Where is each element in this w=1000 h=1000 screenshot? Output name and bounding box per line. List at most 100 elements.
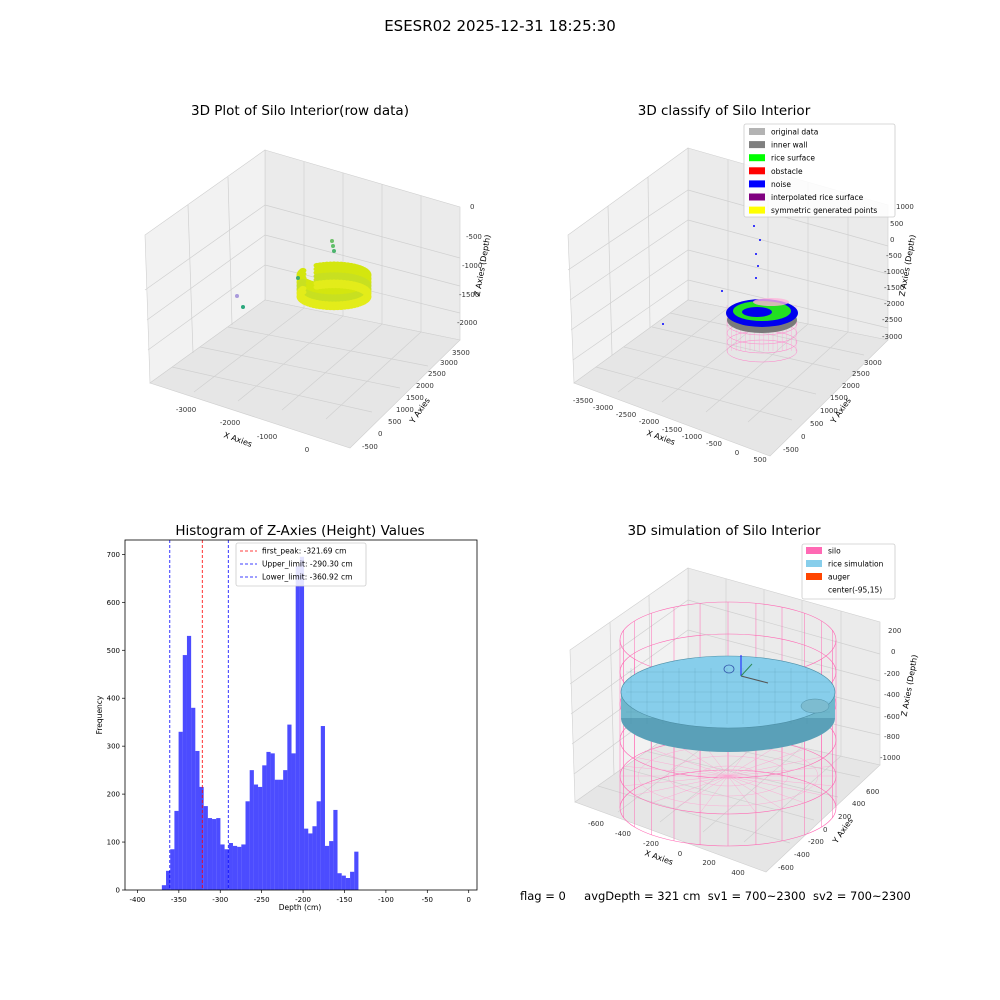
- z-tick-label: 0: [890, 236, 894, 244]
- legend-swatch: [806, 586, 822, 593]
- noise-point: [662, 323, 664, 325]
- y-tick-label: 1500: [406, 394, 424, 402]
- histogram-x-tick-label: -400: [129, 896, 145, 904]
- z-tick-label: -2000: [884, 300, 904, 308]
- raw-y-tick-labels: -500 0 500 1000 1500 2000 2500 3000 3500: [362, 349, 470, 451]
- point: [299, 275, 307, 281]
- histogram-bar: [253, 784, 259, 890]
- histogram-bar: [291, 753, 296, 890]
- histogram-bar: [241, 844, 246, 890]
- rice-simulation-surface: [620, 655, 836, 752]
- histogram-x-ticks: -400 -350 -300 -250 -200 -150 -100 -50 0: [129, 890, 471, 904]
- z-tick-label: -400: [884, 691, 900, 699]
- point: [299, 289, 307, 295]
- point: [299, 278, 307, 284]
- point: [331, 244, 335, 248]
- y-tick-label: 500: [388, 418, 401, 426]
- simulation-x-tick-labels: -600 -400 -200 0 200 400: [588, 820, 745, 877]
- legend-label: rice surface: [771, 154, 815, 163]
- x-tick-label: -3000: [593, 404, 613, 412]
- x-tick-label: -1000: [257, 433, 277, 441]
- x-tick-label: -3000: [176, 406, 196, 414]
- z-tick-label: -1500: [459, 291, 479, 299]
- center-axis-y: [740, 663, 753, 677]
- histogram-bar: [186, 635, 192, 890]
- simulation-z-axis-label: Z Axies (Depth): [900, 654, 920, 717]
- z-tick-label: -1000: [880, 754, 900, 762]
- legend-label: Lower_limit: -360.92 cm: [262, 573, 352, 582]
- x-tick-label: 0: [678, 850, 682, 858]
- x-tick-label: 500: [753, 456, 766, 464]
- legend-swatch: [749, 128, 765, 135]
- histogram-bar: [195, 750, 200, 890]
- silo-floor-spoke: [699, 775, 729, 813]
- z-tick-label: -600: [884, 713, 900, 721]
- raw-floor-pane: [149, 299, 461, 449]
- histogram-y-ticks: 0 100 200 300 400 500 600 700: [107, 551, 125, 895]
- raw-plot-title: 3D Plot of Silo Interior(row data): [191, 103, 409, 119]
- histogram-bar: [274, 779, 279, 890]
- silo-floor-spoke: [727, 775, 805, 804]
- raw-z-tick-labels: 0 -500 -1000 -1500 -2000: [457, 203, 482, 327]
- histogram-axes-frame: [124, 539, 478, 891]
- noise-point: [755, 253, 757, 255]
- noise-patch: [742, 307, 772, 317]
- classify-y-tick-labels: -500 0 500 1000 1500 2000 2500 3000: [783, 359, 882, 454]
- rice-bump: [800, 698, 830, 714]
- classify-point-cloud: [662, 225, 798, 363]
- point: [296, 276, 300, 280]
- legend-label: original data: [771, 128, 818, 137]
- legend-label: center(-95,15): [828, 586, 882, 595]
- y-tick-label: -500: [783, 446, 799, 454]
- legend-label: inner wall: [771, 141, 808, 150]
- histogram-bar: [220, 844, 225, 890]
- y-tick-label: 3000: [440, 359, 458, 367]
- y-tick-label: 600: [866, 788, 879, 796]
- z-tick-label: -500: [886, 252, 902, 260]
- histogram-bar: [295, 566, 300, 890]
- status-footer: flag = 0 avgDepth = 321 cm sv1 = 700~230…: [520, 889, 911, 903]
- histogram-bar: [320, 726, 325, 890]
- z-tick-label: 0: [891, 648, 895, 656]
- histogram-y-tick-label: 700: [107, 551, 120, 559]
- raw-3d-plot: -3000 -2000 -1000 0 X Axies -500 0 500 1…: [144, 149, 492, 454]
- noise-point: [755, 277, 757, 279]
- silo-floor-ring: [667, 755, 789, 797]
- legend-swatch: [749, 206, 765, 214]
- auger-hole: [723, 664, 735, 674]
- histogram-bar: [308, 833, 313, 890]
- histogram-bar: [212, 819, 217, 890]
- histogram-bar: [345, 878, 351, 890]
- histogram-y-tick-label: 500: [107, 647, 120, 655]
- histogram-bar: [283, 770, 288, 890]
- figure-title: ESESR02 2025-12-31 18:25:30: [384, 17, 616, 35]
- silo-floor-spoke: [651, 748, 729, 777]
- y-tick-label: 1000: [820, 407, 838, 415]
- legend-label: rice simulation: [828, 560, 884, 569]
- z-tick-label: -1000: [884, 268, 904, 276]
- histogram-bar: [258, 786, 263, 890]
- interpolated-patch: [753, 298, 789, 306]
- sv2-text: sv2 = 700~2300: [812, 889, 911, 903]
- noise-point: [759, 239, 761, 241]
- silo-floor-spoke: [651, 775, 729, 804]
- legend-swatch: [749, 180, 765, 188]
- histogram-bar: [304, 828, 309, 890]
- histogram-bar: [224, 849, 229, 890]
- legend-label: interpolated rice surface: [771, 193, 864, 202]
- classify-3d-grid: [567, 160, 889, 423]
- legend-swatch: [749, 154, 765, 162]
- z-tick-label: 500: [890, 220, 903, 228]
- classify-x-tick-labels: -3500 -3000 -2500 -2000 -1500 -1000 -500…: [573, 397, 767, 464]
- histogram-bar: [316, 801, 321, 890]
- noise-point: [753, 225, 755, 227]
- histogram-bar: [354, 851, 359, 890]
- simulation-y-tick-labels: -600 -400 -200 0 200 400 600: [778, 788, 879, 872]
- y-tick-label: -200: [808, 838, 824, 846]
- histogram-bar: [324, 845, 330, 890]
- raw-point-cloud: [235, 239, 372, 311]
- y-tick-label: 1500: [830, 394, 848, 402]
- point: [299, 285, 307, 292]
- histogram-bar: [199, 786, 204, 890]
- silo-floor-spoke: [727, 756, 822, 777]
